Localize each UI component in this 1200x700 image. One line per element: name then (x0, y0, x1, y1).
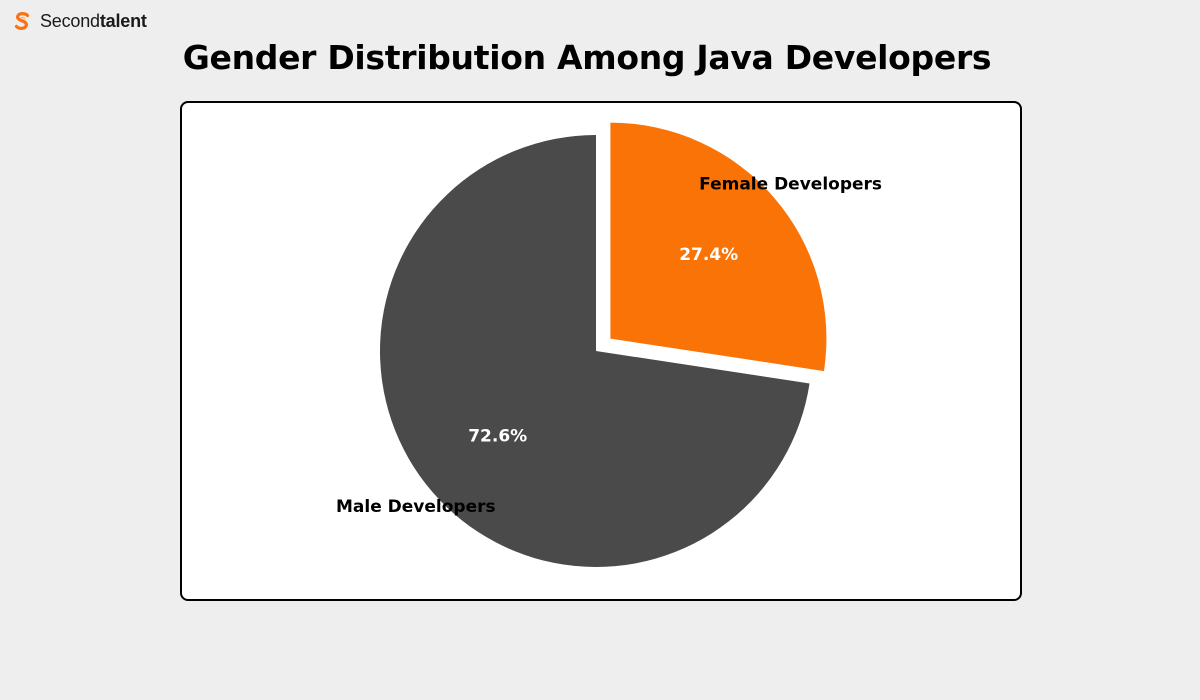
slice-female-percent: 27.4% (679, 245, 738, 265)
slice-male-percent: 72.6% (468, 426, 527, 446)
slice-female[interactable] (610, 122, 827, 372)
secondtalent-logo-icon (14, 12, 30, 30)
chart-card: 27.4% Female Developers 72.6% Male Devel… (180, 101, 1022, 601)
pie-chart: 27.4% Female Developers 72.6% Male Devel… (336, 122, 882, 568)
slice-female-label: Female Developers (699, 175, 882, 195)
brand-name: Secondtalent (40, 10, 147, 31)
slice-male-label: Male Developers (336, 497, 496, 517)
page-title: Gender Distribution Among Java Developer… (182, 38, 992, 77)
slice-male-developers[interactable]: 72.6% Male Developers (336, 135, 810, 568)
slice-female-developers[interactable]: 27.4% Female Developers (610, 122, 882, 372)
brand-logo[interactable]: Secondtalent (10, 9, 147, 33)
slice-male[interactable] (380, 135, 810, 568)
